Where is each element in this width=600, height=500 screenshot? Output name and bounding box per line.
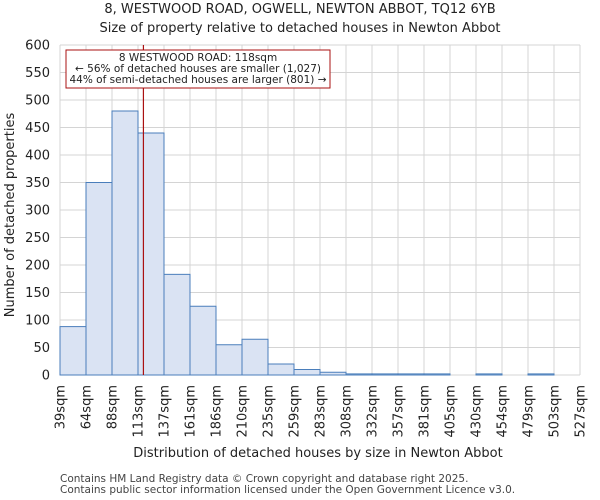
bar-308sqm: [345, 373, 373, 376]
bar-186sqm: [215, 344, 243, 376]
y-tick-label: 300: [25, 204, 50, 219]
y-tick-label: 500: [25, 94, 50, 109]
x-axis-ticks: 39sqm 64sqm 88sqm 113sqm 137sqm 161sqm 186sqm 2…: [54, 385, 589, 438]
bar-39sqm: [59, 326, 87, 376]
x-tick-label: 235sqm: [262, 385, 277, 438]
x-tick-label: 259sqm: [288, 385, 303, 438]
footer-line-1: Contains HM Land Registry data © Crown c…: [60, 473, 469, 485]
y-tick-label: 400: [25, 149, 50, 164]
y-axis-ticks: 0 50 100 150 200 250 300 350 400 450 500 550 600: [25, 39, 50, 384]
y-tick-label: 550: [25, 66, 50, 81]
y-tick-label: 200: [25, 259, 50, 274]
x-tick-label: 479sqm: [522, 385, 537, 438]
x-tick-label: 283sqm: [314, 385, 329, 438]
y-tick-label: 600: [25, 39, 50, 54]
y-tick-label: 100: [25, 314, 50, 329]
x-tick-label: 137sqm: [158, 385, 173, 438]
annotation-line-1: 8 WESTWOOD ROAD: 118sqm: [119, 52, 277, 64]
bar-88sqm: [111, 110, 139, 376]
annotation-box: [65, 49, 331, 89]
bar-332sqm: [371, 373, 399, 376]
x-tick-label: 332sqm: [366, 385, 381, 438]
y-tick-label: 150: [25, 286, 50, 301]
bar-137sqm: [163, 273, 191, 376]
y-tick-label: 0: [42, 369, 50, 384]
x-tick-label: 186sqm: [210, 385, 225, 438]
y-axis-label: Number of detached properties: [3, 113, 18, 318]
x-axis-label: Distribution of detached houses by size …: [133, 446, 502, 461]
x-tick-label: 503sqm: [548, 385, 563, 438]
bar-430sqm: [475, 373, 503, 376]
x-tick-label: 64sqm: [80, 385, 95, 429]
marker-group: 8 WESTWOOD ROAD: 118sqm← 56% of detached…: [65, 45, 331, 375]
bar-381sqm: [423, 373, 451, 376]
bar-235sqm: [267, 363, 295, 376]
bar-357sqm: [397, 373, 425, 376]
bar-113sqm: [137, 132, 165, 376]
chart-title: 8, WESTWOOD ROAD, OGWELL, NEWTON ABBOT, …: [104, 2, 495, 17]
y-tick-label: 50: [33, 341, 50, 356]
x-tick-label: 88sqm: [106, 385, 121, 429]
bars-group: [59, 110, 555, 376]
annotation-line-2: ← 56% of detached houses are smaller (1,…: [75, 63, 321, 75]
annotation-line-3: 44% of semi-detached houses are larger (…: [70, 74, 327, 86]
bar-161sqm: [189, 305, 217, 376]
y-tick-label: 350: [25, 176, 50, 191]
x-tick-label: 308sqm: [340, 385, 355, 438]
bar-64sqm: [85, 182, 113, 376]
bar-259sqm: [293, 369, 321, 376]
footer-line-2: Contains public sector information licen…: [60, 484, 516, 496]
bar-210sqm: [241, 338, 269, 376]
bar-283sqm: [319, 371, 347, 376]
x-tick-label: 210sqm: [236, 385, 251, 438]
x-tick-label: 39sqm: [54, 385, 69, 429]
x-tick-label: 161sqm: [184, 385, 199, 438]
y-tick-label: 250: [25, 231, 50, 246]
x-tick-label: 430sqm: [470, 385, 485, 438]
x-tick-label: 454sqm: [496, 385, 511, 438]
x-tick-label: 527sqm: [574, 385, 589, 438]
x-tick-label: 357sqm: [392, 385, 407, 438]
x-tick-label: 113sqm: [132, 385, 147, 438]
bar-479sqm: [527, 373, 555, 376]
x-tick-label: 405sqm: [444, 385, 459, 438]
y-tick-label: 450: [25, 121, 50, 136]
x-tick-label: 381sqm: [418, 385, 433, 438]
chart-subtitle: Size of property relative to detached ho…: [99, 21, 500, 36]
